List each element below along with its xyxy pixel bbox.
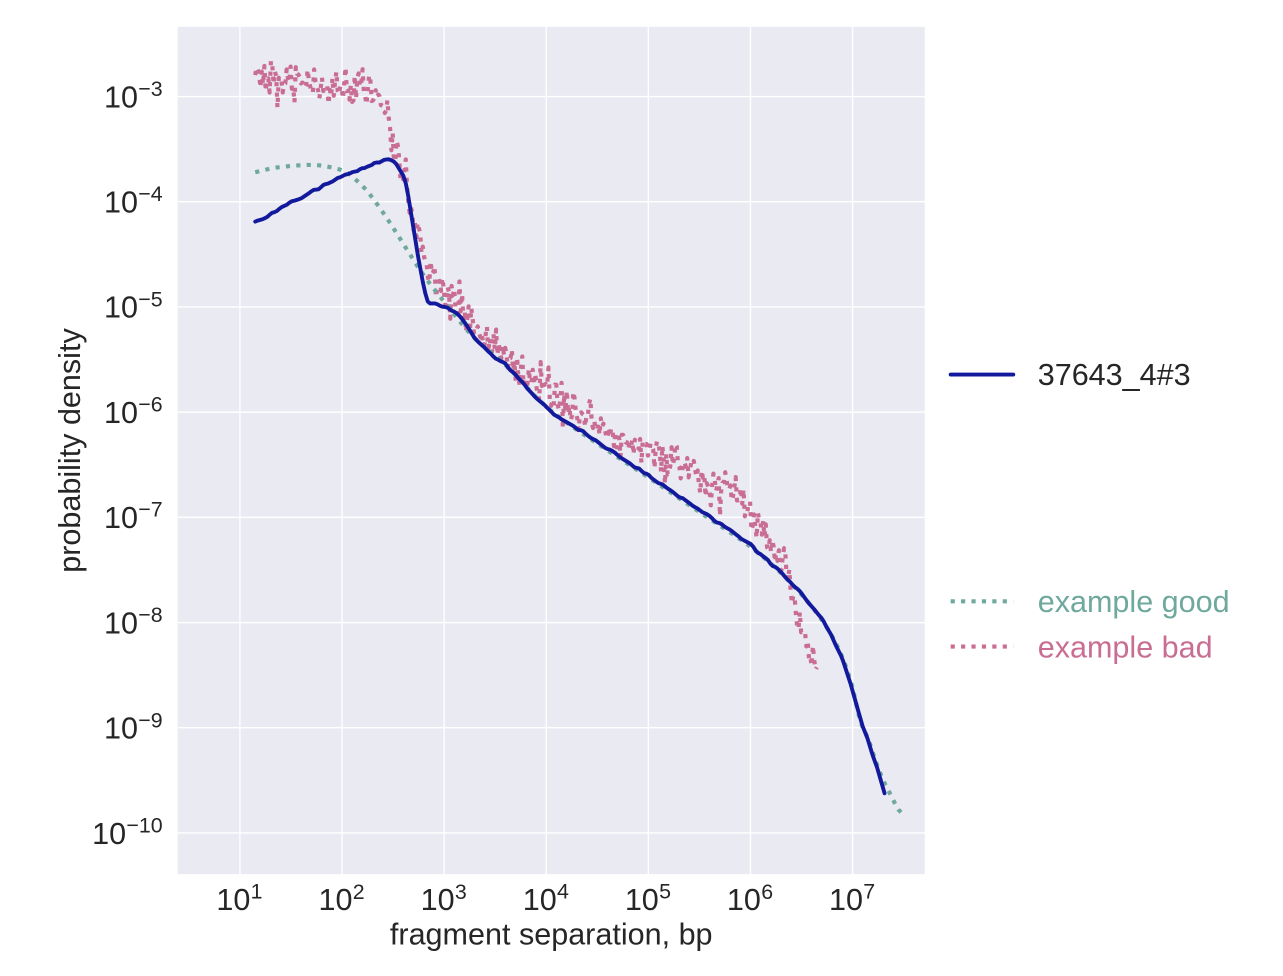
svg-text:probability density: probability density	[53, 328, 87, 573]
svg-text:1 0 5: 1 0 5	[625, 880, 671, 917]
svg-text:fragment separation, bp: fragment separation, bp	[390, 917, 713, 951]
svg-text:1 0 6: 1 0 6	[727, 880, 773, 917]
svg-text:1 0 1: 1 0 1	[216, 880, 262, 917]
svg-text:1 0 4: 1 0 4	[523, 880, 569, 917]
svg-text:1 0 7: 1 0 7	[829, 880, 875, 917]
svg-text:1 0 3: 1 0 3	[421, 880, 467, 917]
svg-text:example good: example good	[1038, 585, 1230, 619]
svg-text:1 0 2: 1 0 2	[318, 880, 364, 917]
svg-text:example bad: example bad	[1038, 630, 1213, 664]
svg-text:37643_4#3: 37643_4#3	[1038, 358, 1191, 392]
